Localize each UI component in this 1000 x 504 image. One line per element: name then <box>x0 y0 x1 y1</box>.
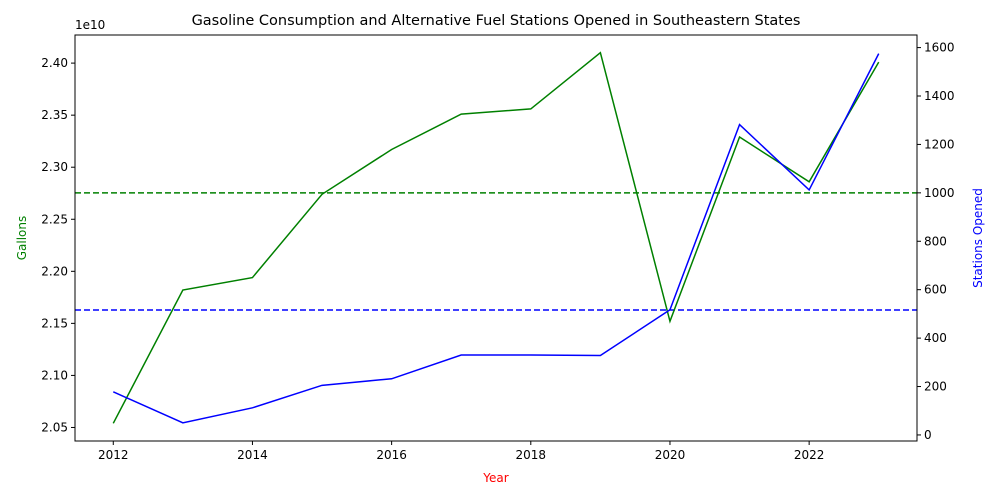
left-axis-offset-label: 1e10 <box>75 18 105 32</box>
x-tick-label: 2016 <box>376 448 407 462</box>
x-axis-ticks: 2012 2014 2016 2018 2020 2022 <box>98 441 824 462</box>
x-tick-label: 2018 <box>516 448 547 462</box>
right-tick-label: 200 <box>924 380 947 394</box>
series-line-1 <box>112 53 880 424</box>
right-tick-label: 1400 <box>924 89 955 103</box>
x-tick-label: 2014 <box>237 448 268 462</box>
right-axis-label: Stations Opened <box>971 188 985 288</box>
left-tick-label: 2.40 <box>41 56 68 70</box>
reference-lines <box>75 192 917 311</box>
right-axis-ticks: 0 200 400 600 800 1000 1200 1400 1600 <box>917 41 955 442</box>
left-axis-ticks: 2.05 2.10 2.15 2.20 2.25 2.30 2.35 2.40 <box>41 56 75 434</box>
x-tick-label: 2012 <box>98 448 129 462</box>
right-tick-label: 400 <box>924 331 947 345</box>
left-axis-label: Gallons <box>15 216 29 261</box>
left-tick-label: 2.10 <box>41 368 68 382</box>
x-tick-label: 2022 <box>794 448 825 462</box>
x-axis-label: Year <box>482 471 508 485</box>
right-tick-label: 800 <box>924 234 947 248</box>
left-tick-label: 2.30 <box>41 160 68 174</box>
x-tick-label: 2020 <box>655 448 686 462</box>
right-tick-label: 1200 <box>924 137 955 151</box>
right-tick-label: 1000 <box>924 186 955 200</box>
right-tick-label: 1600 <box>924 41 955 55</box>
left-tick-label: 2.05 <box>41 420 68 434</box>
series-lines <box>112 51 880 424</box>
chart-title: Gasoline Consumption and Alternative Fue… <box>192 13 801 29</box>
series-line-0 <box>112 51 880 424</box>
left-tick-label: 2.35 <box>41 108 68 122</box>
left-tick-label: 2.15 <box>41 316 68 330</box>
right-tick-label: 600 <box>924 283 947 297</box>
right-tick-label: 0 <box>924 428 932 442</box>
left-tick-label: 2.20 <box>41 264 68 278</box>
plot-frame <box>74 34 918 442</box>
left-tick-label: 2.25 <box>41 212 68 226</box>
